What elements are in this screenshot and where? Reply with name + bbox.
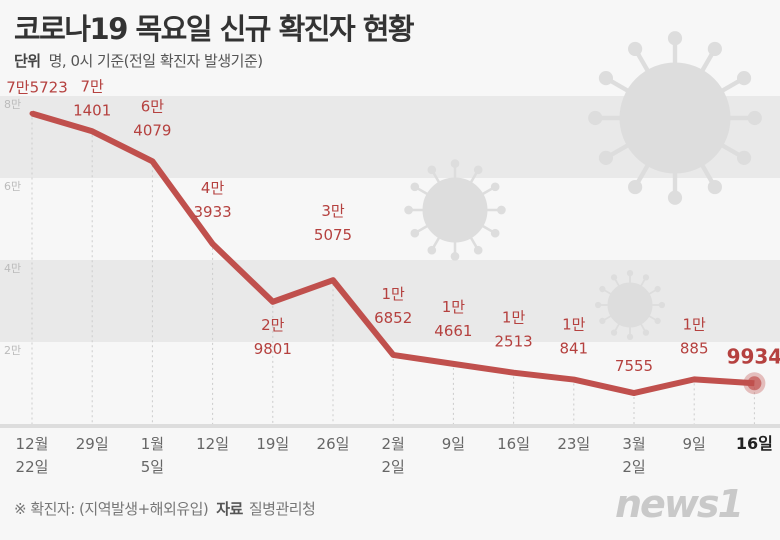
data-point: [270, 299, 276, 305]
data-point: [631, 390, 637, 396]
y-tick-label: 6만: [4, 180, 21, 193]
footnote: ※ 확진자: (지역발생+해외유입): [14, 500, 209, 518]
data-label: 3만: [321, 202, 345, 220]
data-label: 1401: [73, 101, 111, 119]
x-tick-label: 2일: [622, 458, 645, 476]
x-tick-label: 2월: [382, 435, 405, 453]
news1-logo: news1: [615, 482, 744, 526]
virus-icon: [594, 269, 666, 341]
data-label: 1만: [562, 316, 586, 334]
footer-note: ※ 확진자: (지역발생+해외유입) 자료 질병관리청: [14, 498, 316, 519]
data-label: 2513: [495, 333, 533, 351]
x-tick-label: 9일: [442, 435, 465, 453]
x-tick-label: 3월: [622, 435, 645, 453]
page-title: 코로나19 목요일 신규 확진자 현황: [14, 12, 415, 46]
unit-label: 단위: [14, 52, 41, 70]
x-tick-label: 22일: [16, 458, 49, 476]
data-label: 5075: [314, 226, 352, 244]
x-tick-label: 5일: [141, 458, 164, 476]
x-tick-label: 2일: [382, 458, 405, 476]
source: 질병관리청: [248, 500, 316, 518]
data-point: [29, 111, 35, 117]
unit-text: 명, 0시 기준(전일 확진자 발생기준): [48, 52, 264, 70]
data-label: 1만: [382, 285, 406, 303]
data-label: 4만: [201, 179, 225, 197]
data-label: 4079: [133, 121, 171, 139]
x-tick-label: 29일: [76, 435, 109, 453]
x-tick-label: 16일: [497, 435, 530, 453]
data-label: 1만: [683, 315, 707, 333]
data-label: 7555: [615, 357, 653, 375]
x-tick-label: 12일: [196, 435, 229, 453]
data-point: [691, 376, 697, 382]
y-tick-label: 8만: [4, 98, 21, 111]
data-label: 1만: [502, 309, 526, 327]
data-label: 885: [680, 339, 709, 357]
data-point: [149, 158, 155, 164]
data-point: [747, 376, 762, 391]
data-label: 6852: [374, 309, 412, 327]
x-axis: [0, 424, 780, 428]
data-point: [571, 377, 577, 383]
virus-icon: [588, 31, 762, 205]
virus-icon: [404, 159, 506, 261]
x-tick-label: 12월: [16, 435, 49, 453]
data-label: 3933: [194, 203, 232, 221]
data-label: 7만: [81, 77, 105, 95]
data-point: [390, 352, 396, 358]
data-point: [210, 241, 216, 247]
data-point: [450, 361, 456, 367]
data-label: 6만: [141, 97, 165, 115]
data-point: [330, 277, 336, 283]
x-tick-label: 23일: [557, 435, 590, 453]
unit-note: 단위 명, 0시 기준(전일 확진자 발생기준): [14, 50, 263, 71]
data-label: 841: [559, 340, 588, 358]
x-tick-label: 26일: [317, 435, 350, 453]
y-tick-label: 4만: [4, 262, 21, 275]
data-label: 4661: [434, 322, 472, 340]
data-point: [89, 128, 95, 134]
x-tick-label: 19일: [256, 435, 289, 453]
data-label: 9934: [727, 344, 780, 368]
x-tick-label: 9일: [683, 435, 706, 453]
source-label: 자료: [216, 500, 243, 518]
x-tick-label: 16일: [736, 434, 773, 453]
data-label: 2만: [261, 316, 285, 334]
data-label: 9801: [254, 340, 292, 358]
data-point: [511, 370, 517, 376]
data-label: 7만5723: [6, 79, 68, 97]
data-label: 1만: [442, 298, 466, 316]
y-tick-label: 2만: [4, 344, 21, 357]
x-tick-label: 1월: [141, 435, 164, 453]
